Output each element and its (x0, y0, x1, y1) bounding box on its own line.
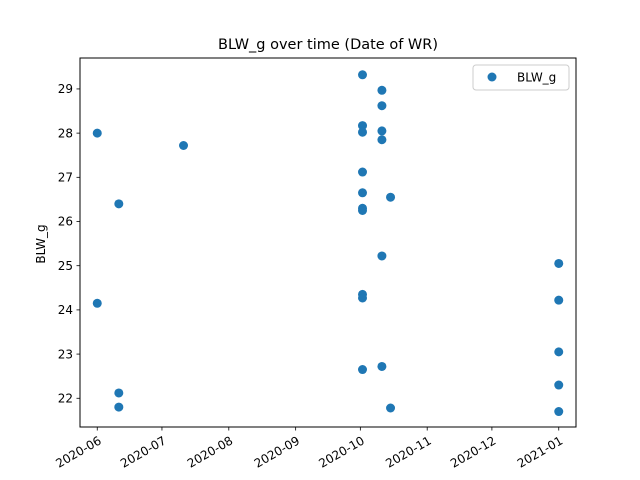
chart-title: BLW_g over time (Date of WR) (218, 37, 438, 53)
data-point (114, 388, 124, 398)
data-point (358, 205, 368, 215)
data-point (358, 365, 368, 375)
y-tick-label: 26 (58, 215, 73, 229)
y-tick-label: 24 (58, 303, 73, 317)
data-point (92, 128, 102, 138)
legend-marker (487, 72, 497, 82)
data-point (377, 126, 387, 136)
data-point (358, 121, 368, 131)
data-point (386, 403, 396, 413)
data-point (358, 70, 368, 80)
y-tick-label: 25 (58, 259, 73, 273)
y-tick-label: 28 (58, 126, 73, 140)
data-point (554, 295, 564, 305)
data-point (554, 258, 564, 268)
data-point (554, 380, 564, 390)
data-point (377, 135, 387, 145)
data-point (358, 167, 368, 177)
data-point (358, 127, 368, 137)
data-point (554, 407, 564, 417)
data-point (92, 298, 102, 308)
data-point (377, 251, 387, 261)
y-tick-label: 27 (58, 171, 73, 185)
axes-frame (79, 57, 577, 428)
legend-box (472, 64, 570, 91)
data-points (92, 70, 564, 417)
y-tick-label: 29 (58, 82, 73, 96)
legend-label: BLW_g (517, 71, 556, 85)
y-tick-label: 23 (58, 347, 73, 361)
data-point (377, 85, 387, 95)
data-point (114, 199, 124, 209)
data-point (554, 347, 564, 357)
legend: BLW_g (472, 64, 570, 91)
data-point (358, 188, 368, 198)
data-point (179, 140, 189, 150)
y-tick-label: 22 (58, 391, 73, 405)
data-point (377, 101, 387, 111)
y-axis-label: BLW_g (34, 224, 48, 263)
data-point (358, 293, 368, 303)
data-point (377, 361, 387, 371)
data-point (114, 402, 124, 412)
data-point (386, 192, 396, 202)
